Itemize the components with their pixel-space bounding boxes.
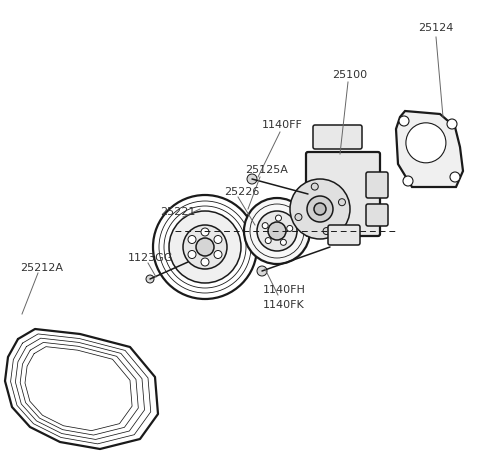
Text: 25212A: 25212A — [20, 263, 63, 272]
Circle shape — [188, 236, 196, 244]
Circle shape — [214, 236, 222, 244]
Circle shape — [450, 173, 460, 183]
Circle shape — [323, 228, 330, 235]
Circle shape — [314, 203, 326, 216]
Text: 25226: 25226 — [224, 187, 259, 196]
Circle shape — [257, 212, 297, 252]
FancyBboxPatch shape — [366, 205, 388, 226]
Text: 1140FH: 1140FH — [263, 285, 306, 294]
Circle shape — [287, 226, 293, 232]
Text: 1140FK: 1140FK — [263, 299, 305, 309]
Circle shape — [295, 214, 302, 221]
Circle shape — [280, 240, 287, 246]
Text: 1140FF: 1140FF — [262, 120, 303, 130]
Text: 25100: 25100 — [332, 70, 367, 80]
Circle shape — [338, 199, 346, 206]
FancyBboxPatch shape — [366, 173, 388, 199]
Circle shape — [290, 179, 350, 240]
FancyBboxPatch shape — [306, 153, 380, 236]
Circle shape — [268, 223, 286, 241]
Circle shape — [244, 199, 310, 264]
Polygon shape — [396, 112, 463, 188]
Circle shape — [201, 258, 209, 266]
FancyBboxPatch shape — [328, 225, 360, 246]
Circle shape — [188, 251, 196, 259]
Circle shape — [265, 238, 271, 244]
Text: 1123GG: 1123GG — [128, 252, 173, 263]
Circle shape — [146, 275, 154, 283]
Circle shape — [406, 123, 446, 163]
Circle shape — [196, 239, 214, 257]
Text: 25125A: 25125A — [245, 165, 288, 174]
Circle shape — [169, 212, 241, 283]
Circle shape — [183, 225, 227, 269]
Text: 25221: 25221 — [160, 207, 195, 217]
Circle shape — [311, 184, 318, 190]
Circle shape — [257, 266, 267, 276]
Circle shape — [201, 229, 209, 236]
Circle shape — [214, 251, 222, 259]
Circle shape — [447, 120, 457, 130]
Circle shape — [247, 174, 257, 185]
Text: 25124: 25124 — [418, 23, 454, 33]
Circle shape — [403, 177, 413, 187]
Circle shape — [399, 117, 409, 127]
Circle shape — [262, 223, 268, 229]
FancyBboxPatch shape — [313, 126, 362, 150]
Circle shape — [276, 216, 281, 222]
Circle shape — [307, 196, 333, 223]
